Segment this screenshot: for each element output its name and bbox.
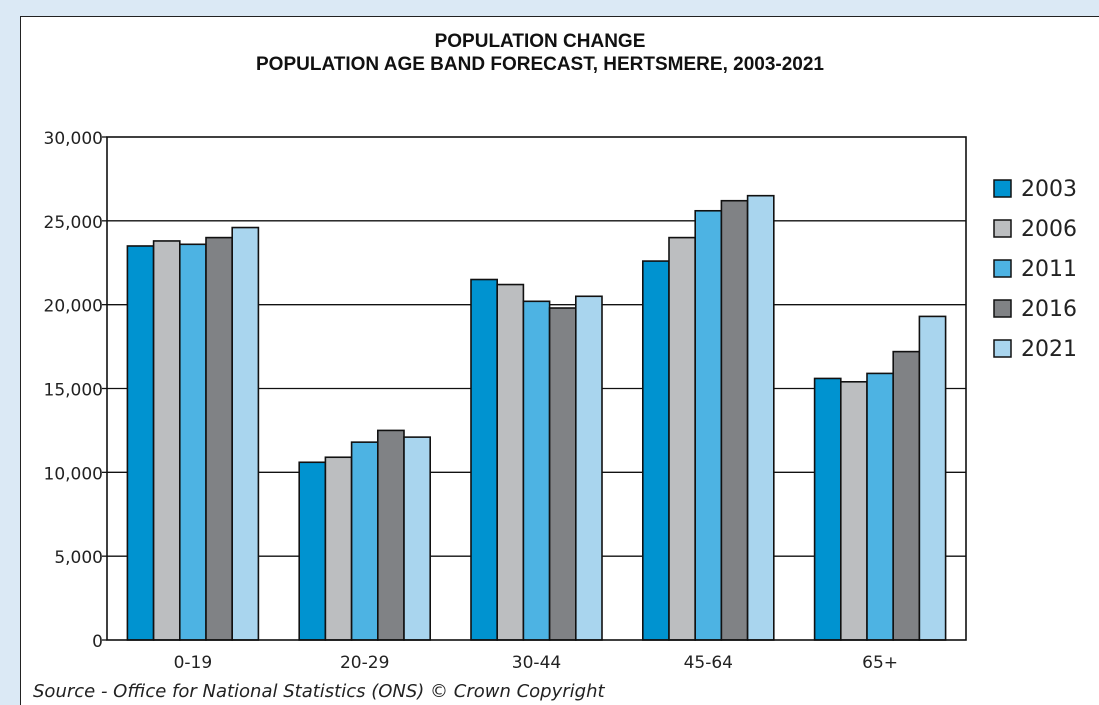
x-tick-label: 20-29 xyxy=(340,653,389,673)
bar-0-19-2016 xyxy=(205,236,234,641)
bar-0-19-2006 xyxy=(152,240,181,641)
bar-0-19-2011 xyxy=(179,243,207,641)
bar-45-64-2016 xyxy=(720,199,749,641)
bar-45-64-2011 xyxy=(694,209,723,641)
y-tick-label: 10,000 xyxy=(44,464,103,484)
legend-swatch-2006 xyxy=(993,219,1012,238)
x-tick-label: 30-44 xyxy=(512,653,561,673)
y-tick-label: 25,000 xyxy=(44,213,103,233)
legend-swatch-2021 xyxy=(993,339,1012,358)
bar-30-44-2006 xyxy=(496,283,525,641)
bar-20-29-2016 xyxy=(376,429,405,641)
legend-label: 2021 xyxy=(1021,337,1077,362)
legend-label: 2006 xyxy=(1021,217,1077,242)
legend-swatch-2003 xyxy=(993,179,1012,198)
legend-swatch-2011 xyxy=(993,259,1012,278)
bar-45-64-2006 xyxy=(668,236,697,641)
y-tick-label: 5,000 xyxy=(54,548,103,568)
bar-65+-2003 xyxy=(813,377,842,641)
chart-title: POPULATION CHANGE xyxy=(434,31,646,52)
chart-subtitle: POPULATION AGE BAND FORECAST, HERTSMERE,… xyxy=(256,54,824,75)
y-tick-label: 30,000 xyxy=(44,129,103,149)
bar-0-19-2003 xyxy=(126,245,155,641)
bar-65+-2016 xyxy=(892,350,921,641)
x-tick-label: 45-64 xyxy=(684,653,733,673)
source-note: Source - Office for National Statistics … xyxy=(33,681,605,702)
legend-label: 2003 xyxy=(1021,177,1077,202)
bar-0-19-2021 xyxy=(231,226,260,641)
legend-swatch-2016 xyxy=(993,299,1012,318)
bar-20-29-2011 xyxy=(350,441,379,641)
bar-65+-2021 xyxy=(918,315,947,641)
y-tick-label: 0 xyxy=(92,632,103,652)
bar-20-29-2021 xyxy=(403,436,432,641)
legend-label: 2016 xyxy=(1021,297,1077,322)
bar-45-64-2003 xyxy=(641,260,670,641)
bar-30-44-2016 xyxy=(548,307,577,641)
y-tick-label: 20,000 xyxy=(44,297,103,317)
x-tick-label: 65+ xyxy=(862,653,898,673)
plot-frame xyxy=(106,136,967,641)
y-tick-label: 15,000 xyxy=(44,381,103,401)
bar-30-44-2021 xyxy=(574,295,603,641)
bar-30-44-2003 xyxy=(470,278,499,641)
bar-65+-2011 xyxy=(866,372,895,641)
bar-20-29-2003 xyxy=(298,461,327,641)
bar-45-64-2021 xyxy=(746,194,775,641)
bar-20-29-2006 xyxy=(324,456,353,641)
bar-65+-2006 xyxy=(839,380,868,641)
legend-label: 2011 xyxy=(1021,257,1077,282)
bar-30-44-2011 xyxy=(522,300,551,641)
x-tick-label: 0-19 xyxy=(174,653,213,673)
